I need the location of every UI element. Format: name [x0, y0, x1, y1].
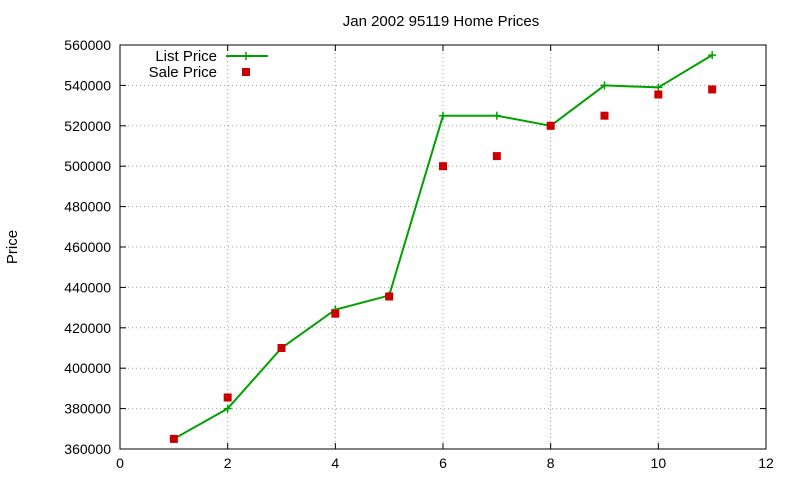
- data-point-plus: [439, 111, 447, 120]
- y-tick-label: 500000: [64, 158, 111, 174]
- data-point-plus: [492, 111, 501, 120]
- y-tick-label: 460000: [64, 239, 111, 255]
- data-point-square: [654, 90, 663, 99]
- x-tick-label: 6: [439, 455, 447, 471]
- data-point-plus: [600, 81, 609, 90]
- grid-lines: [120, 45, 766, 449]
- x-tick-label: 8: [547, 455, 555, 471]
- y-tick-label: 440000: [64, 279, 111, 295]
- legend-label: List Price: [155, 48, 217, 65]
- y-tick-label: 560000: [64, 37, 111, 53]
- data-point-square: [331, 309, 340, 318]
- series-layer: [169, 51, 717, 443]
- y-tick-label: 400000: [64, 360, 111, 376]
- x-tick-label: 10: [651, 455, 667, 471]
- x-tick-label: 0: [116, 455, 124, 471]
- axis-ticks: 0 2 4 6 8 10 12 360000 380000 400000 420000 440000 4…: [64, 37, 774, 471]
- y-axis-label: Price: [4, 230, 21, 264]
- x-tick-label: 2: [224, 455, 232, 471]
- data-point-square: [169, 434, 178, 443]
- y-tick-label: 480000: [64, 199, 111, 215]
- chart-title: Jan 2002 95119 Home Prices: [343, 13, 540, 30]
- legend-marker-square: [242, 68, 250, 76]
- data-point-plus: [654, 83, 663, 92]
- data-point-square: [223, 393, 232, 402]
- y-tick-label: 520000: [64, 118, 111, 134]
- data-point-square: [439, 162, 447, 171]
- y-tick-label: 380000: [64, 401, 111, 417]
- data-point-square: [708, 85, 717, 94]
- data-point-square: [492, 152, 501, 161]
- data-point-plus: [223, 404, 232, 413]
- data-point-square: [277, 344, 286, 352]
- y-tick-label: 420000: [64, 320, 111, 336]
- data-point-square: [546, 121, 555, 130]
- legend-label: Sale Price: [149, 64, 217, 81]
- y-tick-label: 360000: [64, 441, 111, 457]
- x-tick-label: 4: [331, 455, 339, 471]
- data-point-square: [600, 111, 609, 120]
- data-point-square: [385, 292, 394, 301]
- y-tick-label: 540000: [64, 77, 111, 93]
- data-point-plus: [708, 51, 717, 60]
- x-tick-label: 12: [758, 455, 774, 471]
- series-1: [169, 85, 717, 443]
